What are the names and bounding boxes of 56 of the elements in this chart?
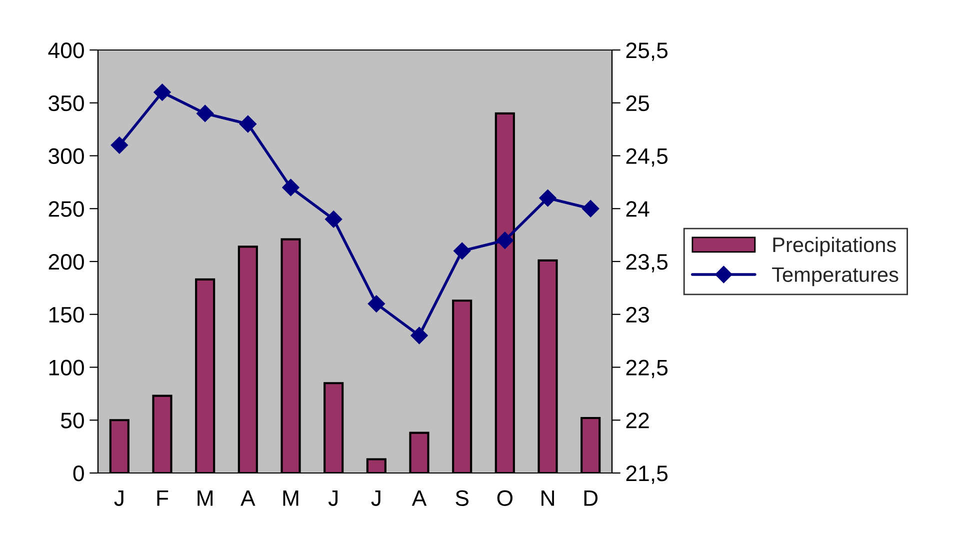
bar bbox=[580, 416, 601, 473]
y-tick-label: 400 bbox=[48, 42, 84, 58]
x-tick-label: D bbox=[584, 490, 598, 506]
x-tick-label: M bbox=[198, 490, 213, 506]
y2-tick-label: 22 bbox=[626, 412, 649, 428]
x-tick-label: A bbox=[412, 490, 427, 506]
y-tick-label: 300 bbox=[48, 148, 84, 164]
y-tick-label: 200 bbox=[48, 254, 84, 270]
bar bbox=[409, 432, 430, 473]
y2-tick-label: 23,5 bbox=[626, 254, 668, 272]
x-tick-label: J bbox=[371, 490, 380, 506]
legend-label: Temperatures bbox=[772, 267, 898, 286]
y2-tick-label: 24 bbox=[626, 201, 650, 217]
point bbox=[582, 200, 600, 218]
y2-tick-label: 21,5 bbox=[626, 466, 668, 484]
y2-tick-label: 23 bbox=[626, 306, 649, 323]
bar bbox=[452, 300, 472, 473]
y-tick-label: 50 bbox=[60, 412, 84, 428]
x-tick-label: M bbox=[283, 490, 298, 506]
bar bbox=[324, 382, 344, 473]
y2-tick-label: 25 bbox=[626, 95, 649, 112]
y2-tick-label: 22,5 bbox=[626, 360, 668, 378]
bar bbox=[238, 246, 258, 473]
point bbox=[239, 115, 256, 133]
point bbox=[196, 104, 214, 122]
bar bbox=[152, 394, 172, 473]
x-tick-label: J bbox=[328, 490, 338, 506]
point bbox=[496, 232, 514, 249]
point bbox=[110, 136, 128, 154]
bar bbox=[280, 238, 301, 473]
bar bbox=[538, 259, 558, 473]
point bbox=[539, 190, 556, 207]
y-tick-label: 0 bbox=[73, 466, 84, 482]
legend-label: Precipitations bbox=[773, 236, 896, 256]
y-tick-label: 350 bbox=[48, 95, 84, 112]
bar bbox=[109, 419, 130, 473]
point bbox=[454, 242, 471, 260]
y2-tick-label: 24,5 bbox=[626, 148, 668, 167]
x-tick-label: F bbox=[157, 490, 168, 506]
y-tick-label: 250 bbox=[48, 201, 84, 217]
x-tick-label: J bbox=[114, 490, 124, 506]
y2-tick-label: 25,5 bbox=[626, 42, 668, 61]
point bbox=[282, 178, 300, 196]
point bbox=[410, 326, 428, 344]
point bbox=[154, 84, 171, 101]
point bbox=[368, 295, 385, 312]
bar bbox=[494, 112, 515, 473]
point bbox=[325, 210, 342, 228]
bar bbox=[195, 278, 216, 473]
x-tick-label: O bbox=[497, 490, 512, 506]
x-tick-label: A bbox=[240, 490, 256, 506]
y-tick-label: 150 bbox=[49, 306, 84, 323]
y-tick-label: 100 bbox=[49, 360, 84, 376]
x-tick-label: N bbox=[542, 490, 554, 506]
bar bbox=[366, 458, 386, 473]
x-tick-label: S bbox=[456, 490, 468, 506]
